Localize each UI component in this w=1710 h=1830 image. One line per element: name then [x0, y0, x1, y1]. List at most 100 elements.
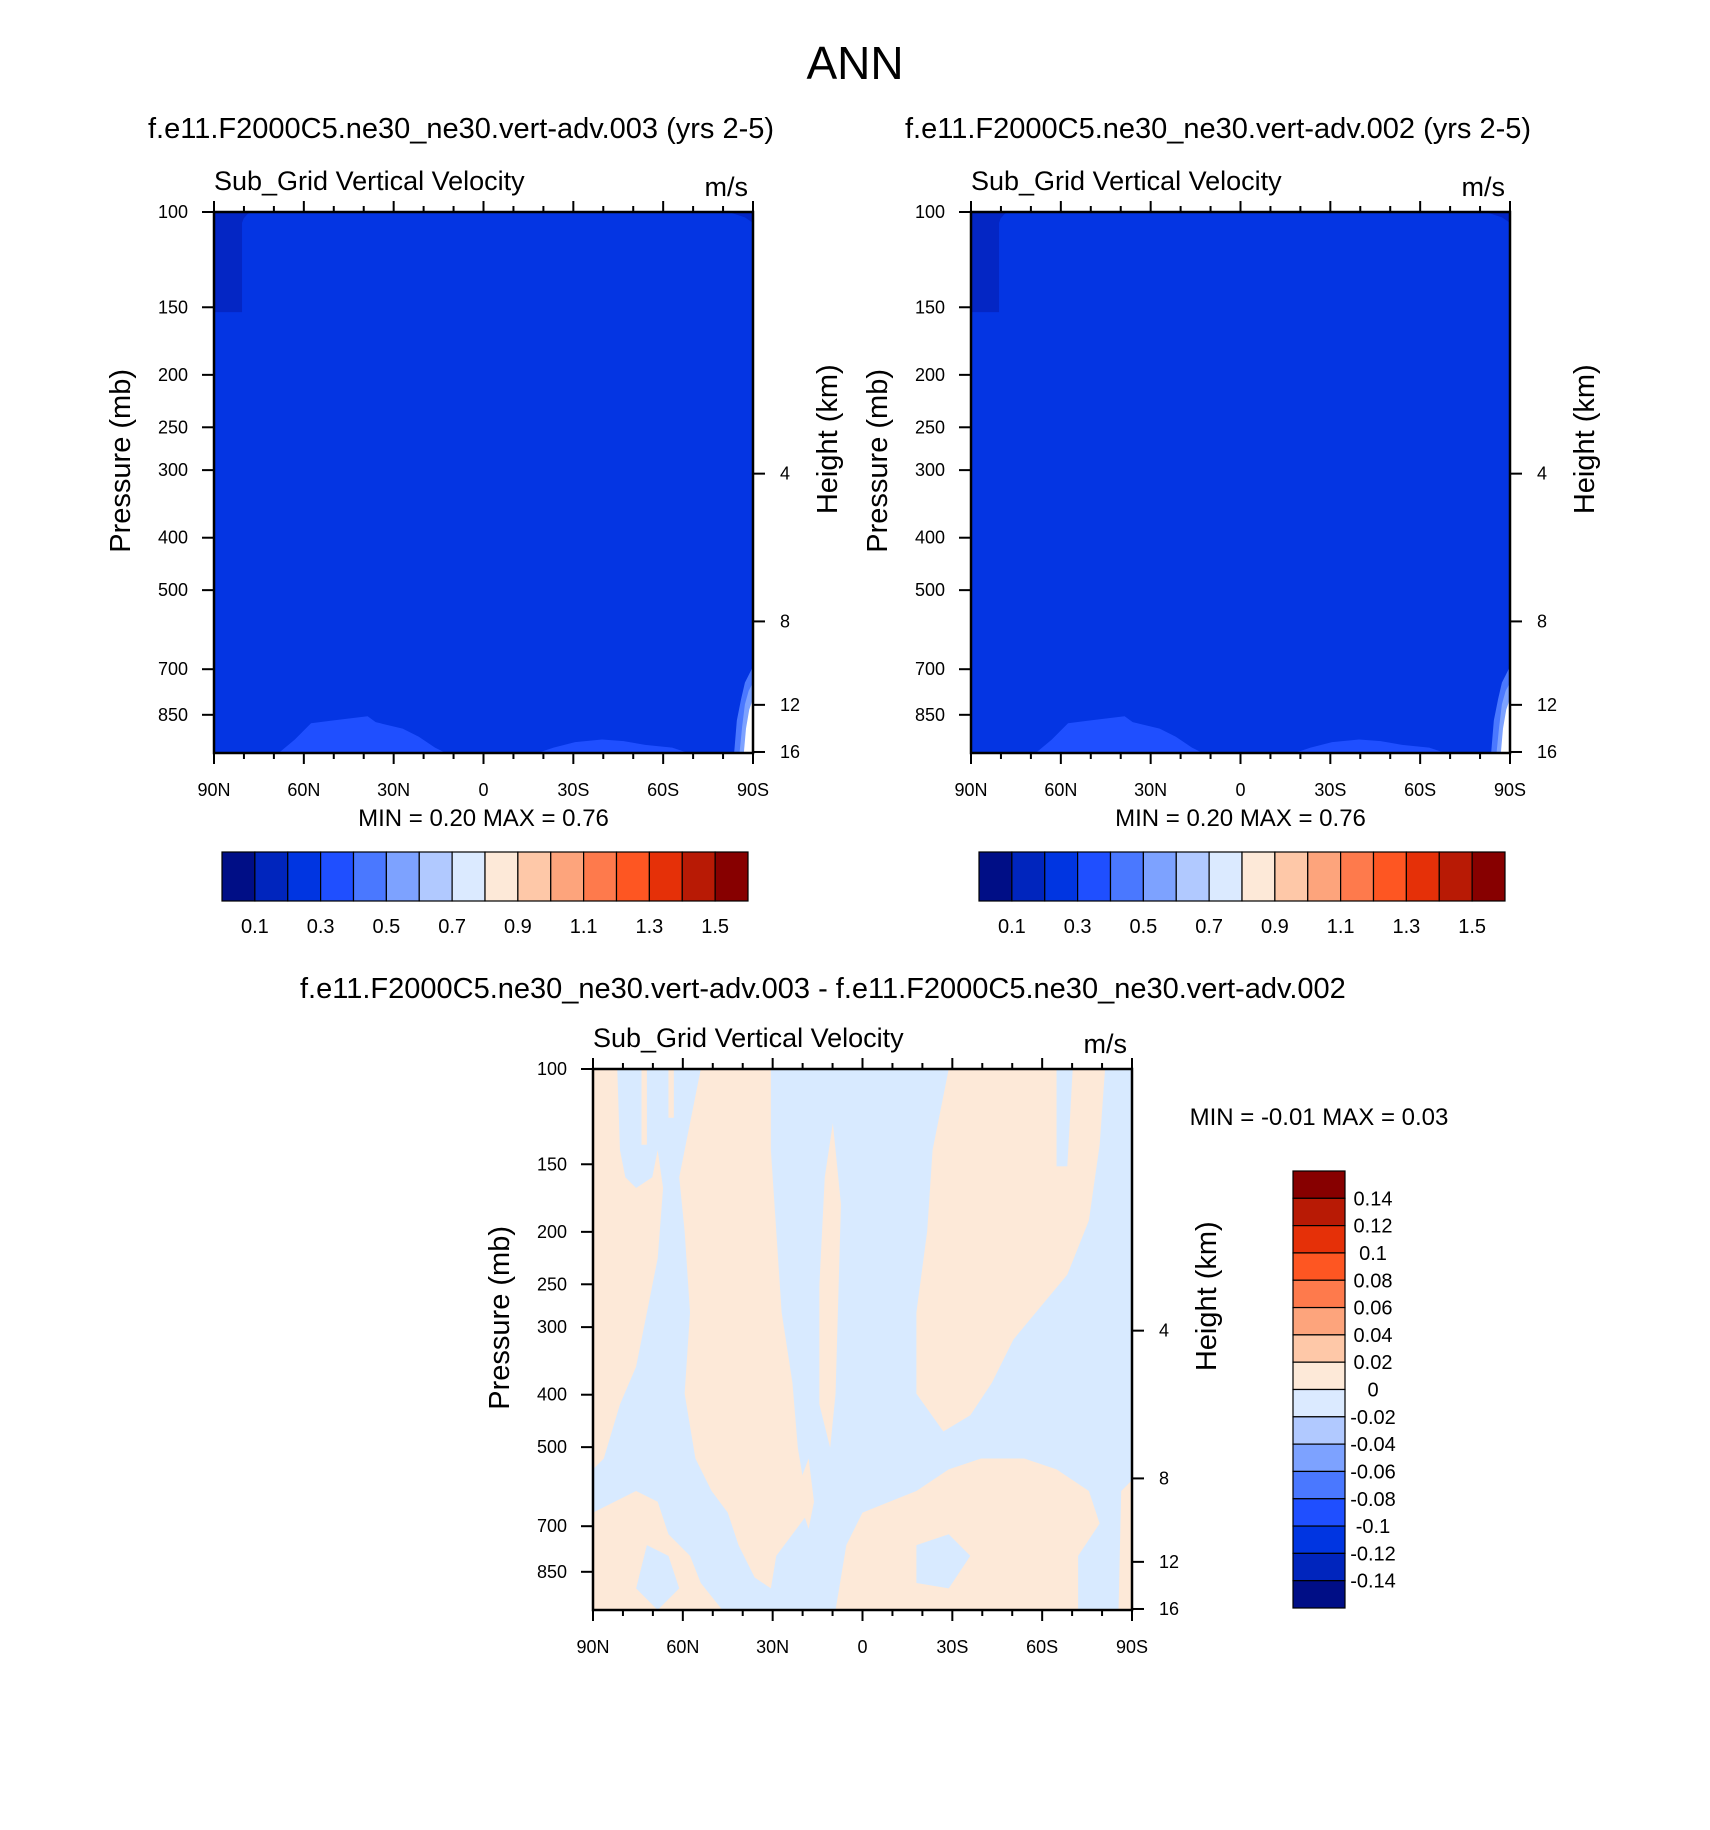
case1-y2-tick-label: 4 — [780, 464, 790, 484]
case2-colorbar-swatch — [1372, 851, 1407, 902]
difference-contour-positive — [668, 1069, 674, 1118]
case2-y-tick-label: 150 — [915, 297, 945, 317]
difference-colorbar-swatch — [1292, 1525, 1346, 1554]
case2-y2-tick-label: 4 — [1537, 464, 1547, 484]
difference-y2-tick-label: 12 — [1159, 1552, 1179, 1572]
difference-colorbar-swatch — [1292, 1552, 1346, 1582]
case1-y-tick-label: 400 — [158, 528, 188, 548]
difference-x-tick-label: 60N — [666, 1637, 699, 1657]
case2-contour-base — [971, 212, 1510, 753]
case1-y2label: Height (km) — [812, 364, 844, 514]
case1-colorbar-swatch — [583, 851, 618, 902]
difference-contour-positive — [835, 1458, 1100, 1610]
case1-colorbar-swatch — [517, 851, 552, 902]
case2-contour-polar-low-right — [1485, 212, 1510, 223]
case1-units: m/s — [705, 172, 749, 202]
case2-y-tick-label: 850 — [915, 705, 945, 725]
difference-colorbar-swatch — [1292, 1225, 1346, 1254]
difference-colorbar-swatch — [1292, 1388, 1346, 1418]
case1-subtitle: Sub_Grid Vertical Velocity — [214, 166, 525, 196]
case2-ylabel: Pressure (mb) — [862, 369, 894, 553]
case1-colorbar-swatch — [385, 851, 420, 902]
difference-colorbar-label: 0.06 — [1354, 1298, 1393, 1320]
difference-colorbar-swatch — [1292, 1279, 1346, 1309]
case2-colorbar-swatch — [1274, 851, 1309, 902]
case1-colorbar-swatch — [221, 851, 256, 902]
difference-x-tick-label: 60S — [1026, 1637, 1058, 1657]
case1-colorbar-swatch — [550, 851, 585, 902]
case2-colorbar-swatch — [1438, 851, 1473, 902]
difference-contour-positive — [1024, 1069, 1035, 1167]
case1-x-tick-label: 90N — [197, 780, 230, 800]
difference-colorbar-label: -0.08 — [1350, 1489, 1396, 1511]
case2-y-tick-label: 400 — [915, 528, 945, 548]
case2-minmax: MIN = 0.20 MAX = 0.76 — [1115, 805, 1366, 832]
difference-y-tick-label: 850 — [537, 1562, 567, 1582]
difference-colorbar-swatch — [1292, 1306, 1346, 1336]
difference-contour-positive — [819, 1123, 841, 1448]
case2-colorbar-swatch — [1208, 851, 1243, 902]
case1-y2-tick-label: 8 — [780, 611, 790, 631]
case1-colorbar-swatch — [254, 851, 289, 902]
case2-colorbar-swatch — [1142, 851, 1177, 902]
case2-x-tick-label: 0 — [1235, 780, 1245, 800]
case1-ylabel: Pressure (mb) — [105, 369, 137, 553]
case1-x-tick-label: 90S — [737, 780, 769, 800]
case1-y-tick-label: 300 — [158, 460, 188, 480]
case1-colorbar-label: 1.1 — [570, 916, 598, 938]
case1-y2-tick-label: 16 — [780, 742, 800, 762]
case2-colorbar-swatch — [1471, 851, 1506, 902]
difference-contour-positive — [679, 1069, 809, 1589]
case2-colorbar-label: 0.5 — [1129, 916, 1157, 938]
case1-colorbar-swatch — [484, 851, 519, 902]
case2-colorbar-swatch — [1405, 851, 1440, 902]
difference-axes: Sub_Grid Vertical Velocity m/s 90N 60N 30N 0 3… — [484, 1023, 1223, 1657]
case2-colorbar-swatch — [1077, 851, 1112, 902]
case1-contour-sp-3 — [743, 698, 753, 753]
case1-contour-base — [214, 212, 753, 753]
difference-minmax: MIN = -0.01 MAX = 0.03 — [1190, 1104, 1449, 1131]
case1-minmax: MIN = 0.20 MAX = 0.76 — [358, 805, 609, 832]
case1-x-tick-label: 60N — [287, 780, 320, 800]
difference-y2-tick-label: 4 — [1159, 1321, 1169, 1341]
case2-contour-polar-low — [971, 212, 1008, 313]
case2-colorbar-swatch — [1175, 851, 1210, 902]
difference-contour-positive — [593, 1069, 664, 1470]
case2-y-tick-label: 700 — [915, 659, 945, 679]
difference-y-tick-label: 700 — [537, 1516, 567, 1536]
difference-units: m/s — [1084, 1029, 1128, 1059]
case2-colorbar-label: 0.7 — [1195, 916, 1223, 938]
case2-x-tick-label: 60S — [1404, 780, 1436, 800]
case1-colorbar-swatch — [287, 851, 322, 902]
case1-contour-sh-bump — [537, 739, 689, 753]
case1-colorbar-swatch — [714, 851, 749, 902]
difference-colorbar-swatch — [1292, 1334, 1346, 1363]
difference-colorbar-swatch — [1292, 1197, 1346, 1227]
difference-contour-positive — [1118, 1480, 1132, 1610]
case1-contour-polar-low — [214, 212, 251, 313]
difference-colorbar-label: -0.12 — [1350, 1543, 1396, 1565]
difference-colorbar-swatch — [1292, 1580, 1346, 1609]
difference-contour-negative — [1083, 1220, 1116, 1448]
difference-y-tick-label: 200 — [537, 1222, 567, 1242]
case1-colorbar-label: 1.3 — [635, 916, 663, 938]
difference-colorbar-swatch — [1292, 1470, 1346, 1500]
difference-y-tick-label: 250 — [537, 1274, 567, 1294]
case2-colorbar-label: 1.5 — [1458, 916, 1486, 938]
case2-colorbar-swatch — [1241, 851, 1276, 902]
difference-contour-negative — [636, 1545, 680, 1610]
case1-y-tick-label: 200 — [158, 365, 188, 385]
case2-field — [971, 212, 1510, 753]
case1-colorbar-swatch — [615, 851, 650, 902]
case2-y2-tick-label: 16 — [1537, 742, 1557, 762]
case2-colorbar-label: 0.9 — [1261, 916, 1289, 938]
difference-contour-negative — [916, 1534, 971, 1589]
difference-x-tick-label: 90S — [1116, 1637, 1148, 1657]
difference-y-tick-label: 500 — [537, 1437, 567, 1457]
difference-y-tick-label: 300 — [537, 1317, 567, 1337]
case2-y-tick-label: 300 — [915, 460, 945, 480]
difference-y-tick-label: 100 — [537, 1059, 567, 1079]
case2-colorbar-label: 0.1 — [998, 916, 1026, 938]
case2-units: m/s — [1462, 172, 1506, 202]
difference-y2-tick-label: 8 — [1159, 1468, 1169, 1488]
